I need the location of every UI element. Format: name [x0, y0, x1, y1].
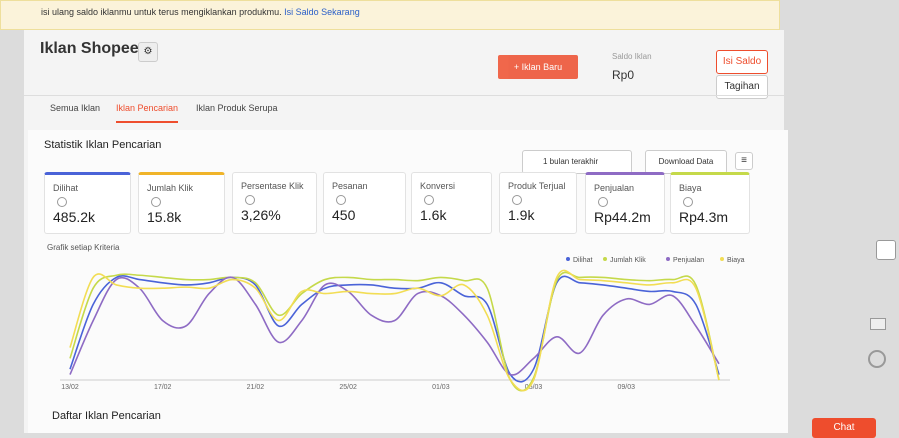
- legend-marker: [666, 257, 670, 261]
- x-tick-label: 09/03: [618, 384, 636, 391]
- banner-text: isi ulang saldo iklanmu untuk terus meng…: [41, 7, 282, 17]
- new-ad-button[interactable]: + Iklan Baru: [498, 55, 578, 79]
- legend-label: Jumlah Klik: [610, 257, 646, 264]
- info-icon: [512, 194, 522, 205]
- metric-card[interactable]: Persentase Klik 3,26%: [232, 172, 317, 234]
- metric-value: 1.6k: [420, 207, 447, 223]
- legend-label: Dilihat: [573, 257, 593, 264]
- metric-card[interactable]: Produk Terjual 1.9k: [499, 172, 577, 234]
- section-title: Statistik Iklan Pencarian: [44, 139, 162, 151]
- balance: Rp0: [612, 68, 635, 82]
- tab[interactable]: Iklan Pencarian: [116, 103, 179, 123]
- info-icon: [598, 196, 608, 207]
- info-icon: [683, 196, 693, 207]
- metric-value: Rp4.3m: [679, 209, 729, 225]
- metric-card[interactable]: Penjualan Rp44.2m: [585, 172, 665, 234]
- legend-label: Biaya: [727, 257, 745, 264]
- download-button[interactable]: Download Data: [645, 150, 727, 174]
- list-title: Daftar Iklan Pencarian: [52, 410, 161, 422]
- legend-marker: [566, 257, 570, 261]
- series-line: [69, 269, 720, 392]
- metric-value: 15.8k: [147, 209, 182, 225]
- side-icon[interactable]: [870, 318, 886, 330]
- x-tick-label: 17/02: [154, 384, 172, 391]
- metric-card[interactable]: Biaya Rp4.3m: [670, 172, 750, 234]
- metric-label: Dilihat: [53, 183, 79, 193]
- balance-label: Saldo Iklan: [612, 52, 652, 61]
- info-icon: [336, 194, 346, 205]
- topup-button[interactable]: Isi Saldo: [716, 50, 768, 74]
- metric-label: Pesanan: [332, 181, 368, 191]
- info-icon: [424, 194, 434, 205]
- metric-label: Jumlah Klik: [147, 183, 194, 193]
- x-tick-label: 13/02: [61, 384, 79, 391]
- side-icon[interactable]: [868, 350, 886, 368]
- series-line: [69, 275, 720, 383]
- metric-label: Konversi: [420, 181, 456, 191]
- info-icon: [245, 194, 255, 205]
- metric-card[interactable]: Dilihat 485.2k: [44, 172, 131, 234]
- legend-marker: [720, 257, 724, 261]
- side-icon[interactable]: [876, 240, 896, 260]
- metric-value: 450: [332, 207, 356, 223]
- x-tick-label: 01/03: [432, 384, 450, 391]
- divider: [24, 95, 784, 96]
- metric-label: Biaya: [679, 183, 702, 193]
- page-title: Iklan Shopee: [40, 40, 139, 57]
- banner: isi ulang saldo iklanmu untuk terus meng…: [0, 0, 780, 30]
- metric-value: 3,26%: [241, 207, 281, 223]
- x-tick-label: 25/02: [339, 384, 357, 391]
- tab[interactable]: Semua Iklan: [50, 103, 101, 113]
- x-tick-label: 05/03: [525, 384, 543, 391]
- series-line: [69, 276, 720, 376]
- x-tick-label: 21/02: [247, 384, 265, 391]
- banner-link[interactable]: Isi Saldo Sekarang: [284, 7, 360, 17]
- metric-value: 485.2k: [53, 209, 96, 225]
- metric-value: Rp44.2m: [594, 209, 651, 225]
- info-icon: [57, 196, 67, 207]
- metric-card[interactable]: Jumlah Klik 15.8k: [138, 172, 225, 234]
- metric-label: Penjualan: [594, 183, 635, 193]
- settings-button[interactable]: ⚙: [138, 42, 158, 62]
- legend-label: Penjualan: [673, 257, 704, 264]
- info-icon: [151, 196, 161, 207]
- metric-card[interactable]: Konversi 1.6k: [411, 172, 492, 234]
- legend-marker: [603, 257, 607, 261]
- chart: Grafik setiap Kriteria 13/02 17/02 21/02 25/…: [47, 243, 745, 392]
- metric-card[interactable]: Pesanan 450: [323, 172, 406, 234]
- tab[interactable]: Iklan Produk Serupa: [196, 103, 278, 113]
- chart-title: Grafik setiap Kriteria: [47, 243, 120, 252]
- period-selector[interactable]: 1 bulan terakhir: [522, 150, 632, 174]
- metric-label: Persentase Klik: [241, 181, 304, 191]
- series-line: [69, 271, 720, 392]
- metric-value: 1.9k: [508, 207, 535, 223]
- metric-label: Produk Terjual: [508, 181, 566, 191]
- chat-button[interactable]: Chat: [812, 418, 876, 438]
- menu-button[interactable]: ≡: [735, 152, 753, 170]
